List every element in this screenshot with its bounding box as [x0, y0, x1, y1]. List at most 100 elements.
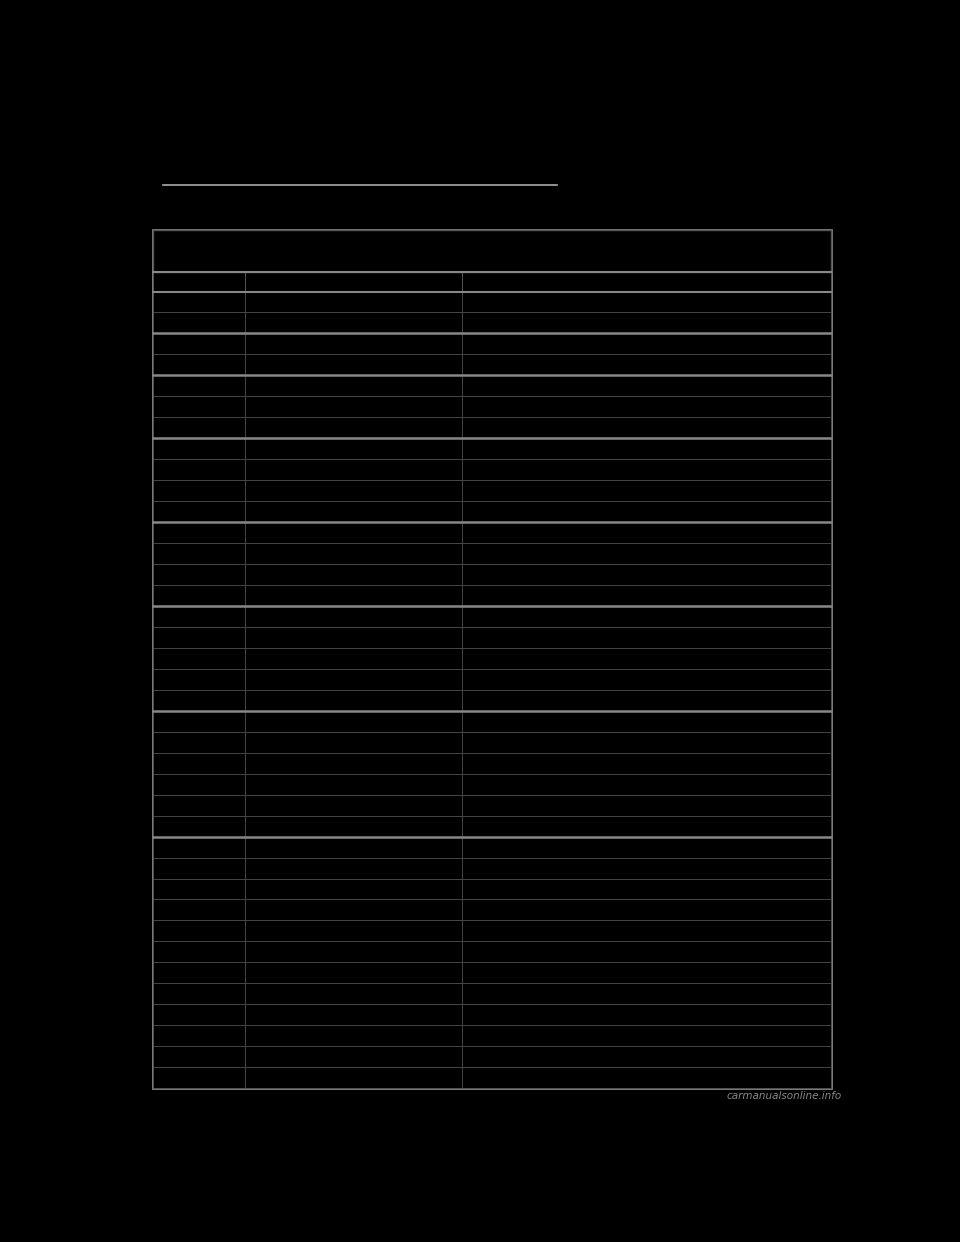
Bar: [245, 648, 462, 669]
Bar: [245, 606, 462, 627]
Bar: [245, 837, 462, 857]
Bar: [154, 375, 245, 396]
Text: carmanualsonline.info: carmanualsonline.info: [727, 1090, 842, 1100]
Bar: [462, 732, 830, 753]
Bar: [462, 375, 830, 396]
Bar: [245, 313, 462, 333]
Bar: [154, 333, 245, 354]
Bar: [154, 920, 245, 941]
Bar: [245, 941, 462, 963]
Bar: [462, 1005, 830, 1026]
Bar: [245, 460, 462, 481]
Bar: [154, 878, 245, 899]
Bar: [245, 984, 462, 1005]
Bar: [462, 502, 830, 522]
Bar: [462, 899, 830, 920]
Bar: [245, 438, 462, 460]
Bar: [154, 1067, 245, 1088]
Bar: [462, 272, 830, 292]
Bar: [154, 292, 245, 313]
Bar: [154, 753, 245, 774]
Bar: [245, 481, 462, 502]
Bar: [462, 313, 830, 333]
Bar: [245, 899, 462, 920]
Bar: [462, 963, 830, 984]
Bar: [462, 941, 830, 963]
Bar: [154, 1026, 245, 1046]
Bar: [245, 710, 462, 732]
Bar: [154, 417, 245, 438]
Bar: [245, 396, 462, 417]
Bar: [245, 375, 462, 396]
Bar: [245, 522, 462, 543]
Bar: [245, 1046, 462, 1067]
Bar: [245, 1026, 462, 1046]
Bar: [154, 1046, 245, 1067]
Bar: [245, 272, 462, 292]
Bar: [154, 669, 245, 689]
Bar: [245, 333, 462, 354]
Bar: [462, 837, 830, 857]
Bar: [154, 502, 245, 522]
Bar: [245, 669, 462, 689]
Bar: [462, 460, 830, 481]
Bar: [154, 438, 245, 460]
Bar: [245, 689, 462, 710]
Bar: [245, 795, 462, 816]
Bar: [245, 1067, 462, 1088]
Bar: [245, 878, 462, 899]
Bar: [245, 816, 462, 837]
Bar: [462, 543, 830, 564]
Bar: [245, 585, 462, 606]
Bar: [462, 648, 830, 669]
Bar: [154, 732, 245, 753]
Bar: [245, 292, 462, 313]
Bar: [154, 627, 245, 648]
Bar: [154, 313, 245, 333]
Bar: [245, 564, 462, 585]
Bar: [462, 417, 830, 438]
Bar: [154, 522, 245, 543]
Bar: [154, 963, 245, 984]
Bar: [154, 460, 245, 481]
Bar: [154, 899, 245, 920]
Bar: [462, 354, 830, 375]
Bar: [154, 774, 245, 795]
Bar: [462, 878, 830, 899]
Bar: [154, 585, 245, 606]
Bar: [154, 857, 245, 878]
Bar: [245, 857, 462, 878]
Bar: [462, 857, 830, 878]
Bar: [154, 941, 245, 963]
Bar: [462, 689, 830, 710]
Bar: [462, 396, 830, 417]
Bar: [462, 585, 830, 606]
Bar: [462, 669, 830, 689]
Bar: [462, 627, 830, 648]
Bar: [462, 984, 830, 1005]
Bar: [462, 438, 830, 460]
Bar: [245, 774, 462, 795]
Bar: [245, 543, 462, 564]
Bar: [154, 230, 830, 272]
Bar: [462, 1067, 830, 1088]
Bar: [462, 522, 830, 543]
Bar: [245, 627, 462, 648]
Bar: [462, 1046, 830, 1067]
Bar: [462, 564, 830, 585]
Bar: [462, 816, 830, 837]
Bar: [462, 481, 830, 502]
Bar: [462, 920, 830, 941]
Bar: [245, 732, 462, 753]
Bar: [154, 816, 245, 837]
Bar: [154, 481, 245, 502]
Bar: [462, 774, 830, 795]
Bar: [154, 396, 245, 417]
Bar: [462, 1026, 830, 1046]
Bar: [462, 795, 830, 816]
Bar: [245, 920, 462, 941]
Bar: [154, 606, 245, 627]
Bar: [154, 689, 245, 710]
Bar: [462, 753, 830, 774]
Bar: [154, 837, 245, 857]
